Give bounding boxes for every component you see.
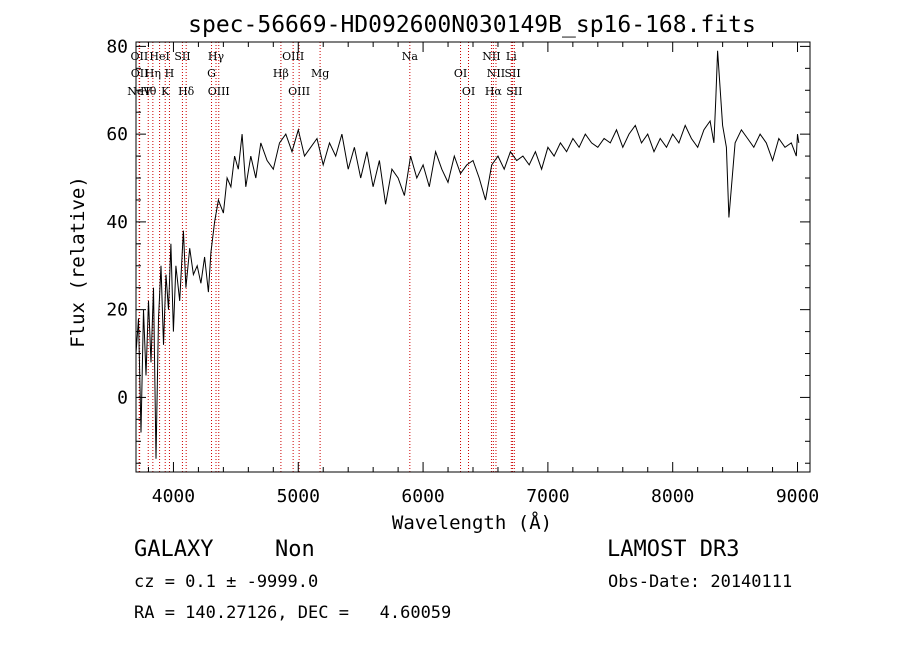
line-label-15: OIII bbox=[288, 85, 310, 98]
line-label-16: Mg bbox=[311, 67, 329, 80]
line-markers bbox=[138, 42, 515, 472]
line-marker-labels: NeV OII OII Hθ Hη HeI KH SII Hδ Hγ G OIII OIII Hβ OIII… bbox=[127, 50, 522, 98]
class-label: GALAXY bbox=[134, 537, 214, 562]
subclass-label: Non bbox=[275, 537, 315, 562]
line-label-8: SII bbox=[174, 50, 190, 63]
x-tick-label-0: 4000 bbox=[152, 486, 195, 507]
x-tick-label-2: 6000 bbox=[401, 486, 444, 507]
survey-label: LAMOST DR3 bbox=[607, 537, 740, 562]
line-label-13: OIII bbox=[282, 50, 304, 63]
line-label-1: OII bbox=[131, 50, 149, 63]
y-tick-label-4: 80 bbox=[106, 36, 128, 57]
line-label-7: H bbox=[165, 67, 175, 80]
line-label-25: SII bbox=[506, 85, 522, 98]
x-axis-label: Wavelength (Å) bbox=[392, 511, 552, 534]
line-label-10: Hγ bbox=[208, 50, 225, 63]
line-label-18: OI bbox=[454, 67, 467, 80]
y-tick-label-3: 60 bbox=[106, 124, 128, 145]
spectrum-series-line bbox=[135, 50, 800, 459]
plot-frame bbox=[135, 41, 811, 473]
axes-ticks: 4000 5000 6000 7000 8000 9000 0 20 40 60 80 bbox=[106, 36, 819, 507]
ra-dec-coordinates: RA = 140.27126, DEC = 4.60059 bbox=[134, 603, 452, 623]
line-label-2: OII bbox=[131, 67, 149, 80]
line-label-22: Hα bbox=[485, 85, 503, 98]
line-label-17: Na bbox=[402, 50, 419, 63]
line-label-6: K bbox=[161, 85, 170, 98]
chart-title: spec-56669-HD092600N030149B_sp16-168.fit… bbox=[188, 12, 756, 38]
cz-value: cz = 0.1 ± -9999.0 bbox=[134, 572, 319, 592]
x-tick-label-3: 7000 bbox=[526, 486, 569, 507]
line-label-3: Hθ bbox=[140, 85, 157, 98]
x-tick-label-5: 9000 bbox=[776, 486, 819, 507]
y-tick-label-0: 0 bbox=[117, 387, 128, 408]
y-tick-label-2: 40 bbox=[106, 212, 128, 233]
line-label-11: G bbox=[207, 67, 216, 80]
line-label-0: NeV bbox=[127, 85, 152, 98]
line-label-9: Hδ bbox=[178, 85, 195, 98]
line-label-14: Hβ bbox=[273, 67, 289, 80]
y-axis-label: Flux (relative) bbox=[67, 176, 89, 348]
x-tick-label-1: 5000 bbox=[277, 486, 320, 507]
line-label-5: HeI bbox=[149, 50, 169, 63]
line-label-21: NII bbox=[487, 67, 505, 80]
line-label-19: OI bbox=[462, 85, 475, 98]
y-tick-label-1: 20 bbox=[106, 300, 128, 321]
line-label-4: Hη bbox=[145, 67, 161, 80]
line-label-24: SII bbox=[504, 67, 520, 80]
line-label-20: NII bbox=[482, 50, 500, 63]
x-tick-label-4: 8000 bbox=[651, 486, 694, 507]
line-label-23: Li bbox=[506, 50, 517, 63]
line-label-12: OIII bbox=[208, 85, 230, 98]
obs-date: Obs-Date: 20140111 bbox=[608, 572, 793, 592]
